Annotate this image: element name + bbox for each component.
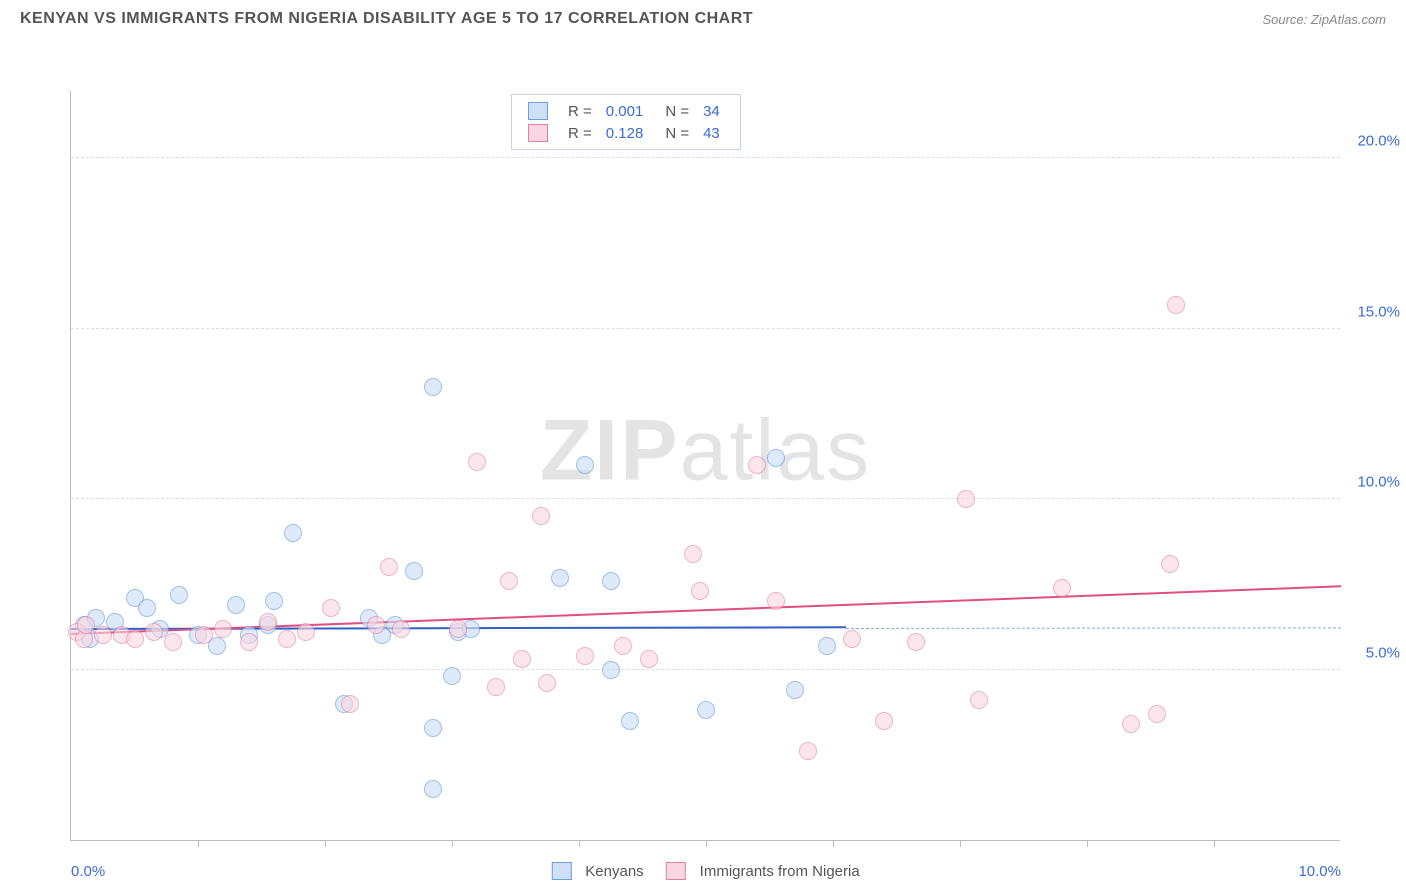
data-point — [538, 674, 556, 692]
x-tick — [960, 840, 961, 847]
data-point — [278, 630, 296, 648]
data-point — [322, 599, 340, 617]
data-point — [424, 378, 442, 396]
x-tick — [452, 840, 453, 847]
data-point — [367, 616, 385, 634]
data-point — [786, 681, 804, 699]
y-tick-label: 20.0% — [1348, 133, 1400, 150]
data-point — [697, 701, 715, 719]
data-point — [126, 630, 144, 648]
data-point — [259, 613, 277, 631]
data-point — [227, 596, 245, 614]
data-point — [380, 558, 398, 576]
gridline — [71, 157, 1340, 158]
data-point — [424, 719, 442, 737]
data-point — [818, 637, 836, 655]
x-tick — [833, 840, 834, 847]
data-point — [1148, 705, 1166, 723]
data-point — [164, 633, 182, 651]
legend-stats: R =0.001N =34R =0.128N =43 — [511, 94, 741, 150]
x-tick — [1214, 840, 1215, 847]
data-point — [799, 742, 817, 760]
trend-line — [846, 627, 1341, 629]
data-point — [145, 623, 163, 641]
data-point — [405, 562, 423, 580]
data-point — [77, 616, 95, 634]
data-point — [392, 620, 410, 638]
y-tick-label: 10.0% — [1348, 474, 1400, 491]
gridline — [71, 328, 1340, 329]
data-point — [576, 456, 594, 474]
data-point — [907, 633, 925, 651]
data-point — [957, 490, 975, 508]
gridline — [71, 498, 1340, 499]
x-tick — [198, 840, 199, 847]
data-point — [424, 780, 442, 798]
y-tick-label: 15.0% — [1348, 303, 1400, 320]
x-tick — [325, 840, 326, 847]
watermark: ZIPatlas — [540, 401, 871, 500]
legend-item: Immigrants from Nigeria — [666, 862, 860, 880]
source-label: Source: ZipAtlas.com — [1262, 12, 1386, 27]
data-point — [468, 453, 486, 471]
data-point — [551, 569, 569, 587]
data-point — [1167, 296, 1185, 314]
data-point — [214, 620, 232, 638]
data-point — [170, 586, 188, 604]
data-point — [138, 599, 156, 617]
data-point — [513, 650, 531, 668]
data-point — [640, 650, 658, 668]
data-point — [297, 623, 315, 641]
data-point — [621, 712, 639, 730]
x-tick — [579, 840, 580, 847]
data-point — [691, 582, 709, 600]
x-tick-label-left: 0.0% — [71, 863, 105, 880]
data-point — [767, 449, 785, 467]
data-point — [1053, 579, 1071, 597]
data-point — [602, 572, 620, 590]
data-point — [614, 637, 632, 655]
y-tick-label: 5.0% — [1348, 644, 1400, 661]
data-point — [240, 633, 258, 651]
data-point — [487, 678, 505, 696]
data-point — [684, 545, 702, 563]
data-point — [532, 507, 550, 525]
data-point — [500, 572, 518, 590]
x-tick — [1087, 840, 1088, 847]
x-tick-label-right: 10.0% — [1298, 863, 1341, 880]
chart-title: KENYAN VS IMMIGRANTS FROM NIGERIA DISABI… — [20, 10, 753, 28]
data-point — [748, 456, 766, 474]
data-point — [265, 592, 283, 610]
data-point — [875, 712, 893, 730]
data-point — [195, 626, 213, 644]
scatter-plot: ZIPatlas 5.0%10.0%15.0%20.0%0.0%10.0%R =… — [70, 91, 1340, 841]
data-point — [284, 524, 302, 542]
data-point — [602, 661, 620, 679]
data-point — [843, 630, 861, 648]
legend-series: Kenyans Immigrants from Nigeria — [551, 862, 859, 880]
legend-item: Kenyans — [551, 862, 643, 880]
data-point — [576, 647, 594, 665]
data-point — [449, 620, 467, 638]
data-point — [341, 695, 359, 713]
data-point — [443, 667, 461, 685]
data-point — [94, 626, 112, 644]
data-point — [970, 691, 988, 709]
data-point — [1161, 555, 1179, 573]
x-tick — [706, 840, 707, 847]
gridline — [71, 669, 1340, 670]
data-point — [767, 592, 785, 610]
data-point — [1122, 715, 1140, 733]
